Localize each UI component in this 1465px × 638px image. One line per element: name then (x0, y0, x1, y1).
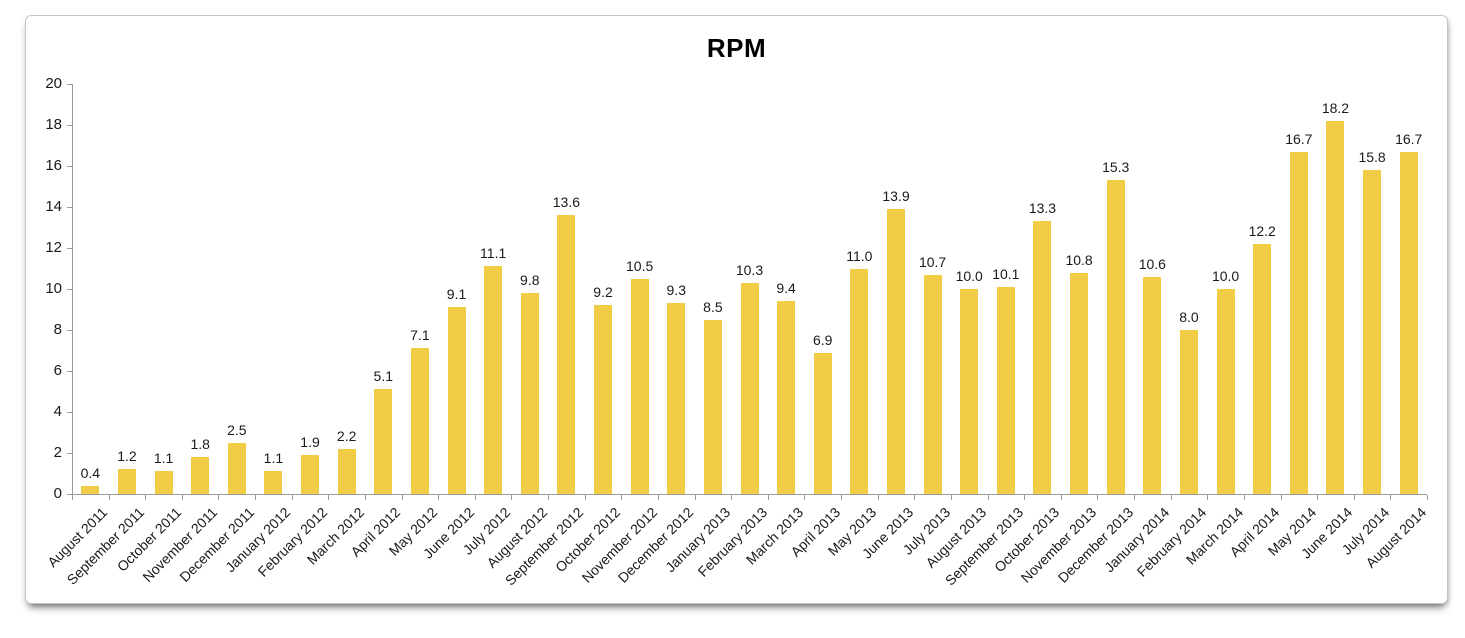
slide-canvas: RPM (25, 15, 1448, 604)
chart-title: RPM (706, 33, 767, 63)
